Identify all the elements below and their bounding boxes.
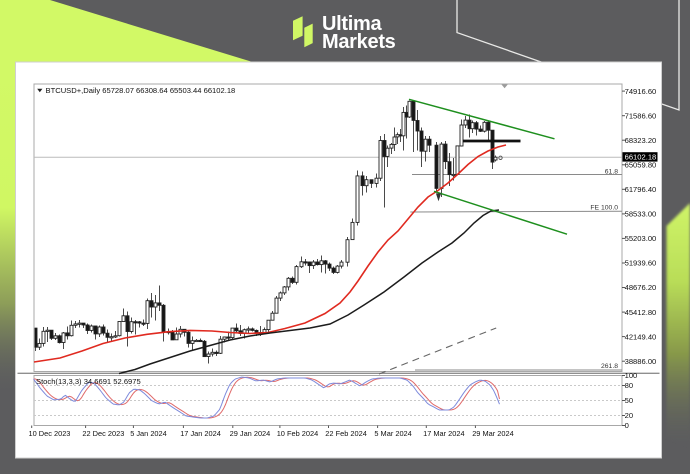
svg-text:80: 80	[625, 381, 633, 390]
svg-text:51939.60: 51939.60	[625, 259, 657, 268]
svg-text:0: 0	[625, 421, 629, 430]
svg-text:48676.20: 48676.20	[625, 283, 657, 292]
svg-text:22 Feb 2024: 22 Feb 2024	[325, 429, 367, 438]
svg-text:FE 100.0: FE 100.0	[590, 204, 618, 211]
svg-text:50: 50	[625, 396, 633, 405]
svg-text:10 Dec 2023: 10 Dec 2023	[29, 429, 71, 438]
svg-text:20: 20	[625, 411, 633, 420]
svg-text:58533.00: 58533.00	[625, 210, 657, 219]
svg-text:261.8: 261.8	[601, 363, 618, 370]
svg-text:100: 100	[625, 371, 638, 380]
svg-text:Stoch(13,3,3) 34.6691 52.6975: Stoch(13,3,3) 34.6691 52.6975	[36, 377, 141, 386]
svg-text:61.8: 61.8	[605, 169, 618, 176]
svg-text:BTCUSD+,Daily 65728.07 66308.: BTCUSD+,Daily 65728.07 66308.64 65503.44…	[46, 86, 236, 95]
svg-text:61796.40: 61796.40	[625, 185, 657, 194]
svg-text:17 Mar 2024: 17 Mar 2024	[423, 429, 465, 438]
svg-text:68323.20: 68323.20	[625, 136, 657, 145]
svg-text:55203.00: 55203.00	[625, 234, 657, 243]
svg-text:65059.80: 65059.80	[625, 161, 657, 170]
svg-text:Ultima: Ultima	[322, 13, 383, 35]
svg-text:Markets: Markets	[322, 31, 396, 53]
svg-text:17 Jan 2024: 17 Jan 2024	[180, 429, 221, 438]
svg-text:10 Feb 2024: 10 Feb 2024	[277, 429, 319, 438]
svg-text:29 Jan 2024: 29 Jan 2024	[230, 429, 271, 438]
svg-text:22 Dec 2023: 22 Dec 2023	[82, 429, 124, 438]
svg-text:74916.60: 74916.60	[625, 87, 657, 96]
svg-text:5 Jan 2024: 5 Jan 2024	[130, 429, 167, 438]
svg-text:29 Mar 2024: 29 Mar 2024	[472, 429, 514, 438]
svg-text:38886.00: 38886.00	[625, 357, 657, 366]
svg-text:71586.60: 71586.60	[625, 111, 657, 120]
svg-text:66102.18: 66102.18	[625, 153, 657, 162]
svg-text:5 Mar 2024: 5 Mar 2024	[374, 429, 411, 438]
svg-text:42149.40: 42149.40	[625, 332, 657, 341]
svg-text:45412.80: 45412.80	[625, 308, 657, 317]
